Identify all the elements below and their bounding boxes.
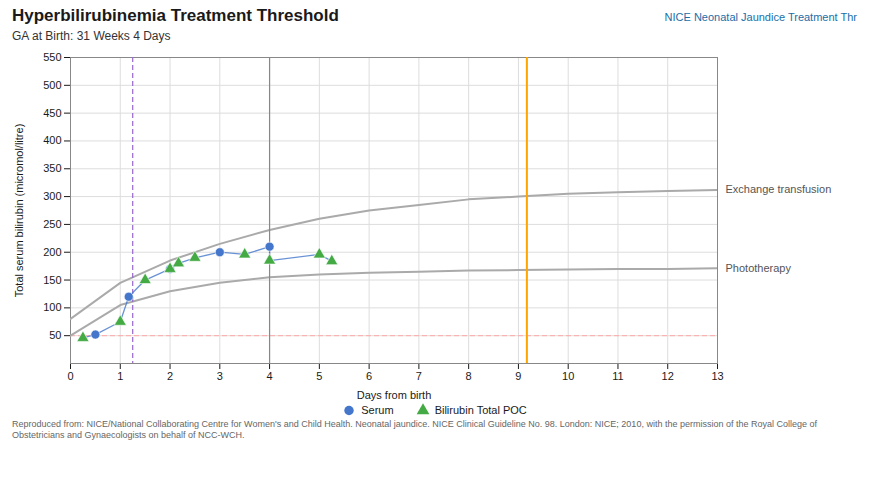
svg-text:10: 10 <box>562 370 574 382</box>
svg-text:12: 12 <box>662 370 674 382</box>
svg-text:150: 150 <box>43 274 61 286</box>
svg-text:50: 50 <box>49 329 61 341</box>
svg-text:350: 350 <box>43 162 61 174</box>
svg-text:Total serum bilirubin (micromo: Total serum bilirubin (micromol/litre) <box>13 124 25 298</box>
svg-text:2: 2 <box>167 370 173 382</box>
svg-text:1: 1 <box>117 370 123 382</box>
svg-text:Exchange transfusion: Exchange transfusion <box>726 183 832 195</box>
svg-text:6: 6 <box>366 370 372 382</box>
svg-text:0: 0 <box>67 370 73 382</box>
svg-text:5: 5 <box>316 370 322 382</box>
svg-text:4: 4 <box>267 370 273 382</box>
svg-text:300: 300 <box>43 190 61 202</box>
svg-text:Phototherapy: Phototherapy <box>726 262 792 274</box>
svg-text:550: 550 <box>43 51 61 63</box>
svg-text:500: 500 <box>43 79 61 91</box>
svg-text:250: 250 <box>43 218 61 230</box>
svg-text:Days from birth: Days from birth <box>357 389 432 401</box>
svg-text:7: 7 <box>416 370 422 382</box>
svg-text:13: 13 <box>711 370 723 382</box>
html-text:Serum: Serum <box>361 404 394 416</box>
html-text:GA at Birth: 31 Weeks 4 Days: GA at Birth: 31 Weeks 4 Days <box>12 29 171 43</box>
html-text:Bilirubin Total POC: Bilirubin Total POC <box>434 404 527 416</box>
svg-text:400: 400 <box>43 134 61 146</box>
svg-text:200: 200 <box>43 246 61 258</box>
svg-text:450: 450 <box>43 107 61 119</box>
html-text:Reproduced from: NICE/National: Reproduced from: NICE/National Collabora… <box>12 419 817 441</box>
svg-text:3: 3 <box>217 370 223 382</box>
svg-text:11: 11 <box>612 370 623 382</box>
svg-text:8: 8 <box>466 370 472 382</box>
html-text:NICE Neonatal Jaundice Treatme: NICE Neonatal Jaundice Treatment Thr <box>664 11 857 23</box>
svg-text:100: 100 <box>43 301 61 313</box>
svg-text:9: 9 <box>515 370 521 382</box>
html-text:Hyperbilirubinemia Treatment T: Hyperbilirubinemia Treatment Threshold <box>12 6 339 25</box>
